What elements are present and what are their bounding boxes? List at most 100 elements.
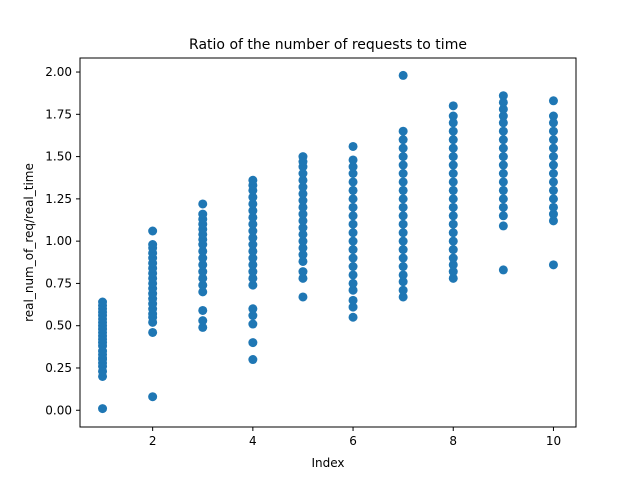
scatter-point (548, 202, 558, 212)
scatter-point (248, 226, 258, 236)
scatter-point (348, 312, 358, 322)
scatter-point (298, 169, 308, 178)
scatter-point (198, 246, 208, 256)
x-axis-label: Index (311, 456, 344, 470)
scatter-point (148, 327, 158, 337)
scatter-point (448, 126, 458, 136)
scatter-point (548, 143, 558, 153)
scatter-point (498, 118, 508, 128)
scatter-point (348, 177, 358, 187)
scatter-point (448, 211, 458, 221)
scatter-point (398, 292, 408, 302)
scatter-point (398, 177, 408, 187)
scatter-point (448, 118, 458, 128)
x-tick-label: 6 (349, 434, 357, 448)
y-tick-label: 1.50 (45, 150, 72, 164)
scatter-point (398, 228, 408, 238)
scatter-point (298, 273, 308, 283)
scatter-point (398, 262, 408, 272)
scatter-point (198, 305, 208, 315)
scatter-point (198, 209, 208, 219)
scatter-point (448, 135, 458, 145)
scatter-point (498, 152, 508, 162)
scatter-point (98, 297, 108, 307)
scatter-point (248, 233, 258, 243)
scatter-point (398, 194, 408, 204)
scatter-point (498, 177, 508, 187)
scatter-point (148, 240, 158, 250)
scatter-point (398, 135, 408, 145)
scatter-point (448, 111, 458, 121)
scatter-point (198, 253, 208, 263)
scatter-point (448, 152, 458, 162)
scatter-point (298, 152, 308, 162)
scatter-point (548, 177, 558, 187)
scatter-point (198, 287, 208, 297)
scatter-point (298, 189, 308, 199)
scatter-point (298, 209, 308, 219)
scatter-point (448, 169, 458, 178)
scatter-point (248, 192, 258, 202)
scatter-point (348, 278, 358, 288)
x-axis-ticks: 2 4 6 8 10 (149, 427, 561, 448)
scatter-point (498, 104, 508, 114)
scatter-point (448, 267, 458, 277)
scatter-point (348, 141, 358, 151)
scatter-point (248, 240, 258, 250)
scatter-point (298, 243, 308, 253)
scatter-point (398, 169, 408, 178)
scatter-point (198, 322, 208, 332)
scatter-point (448, 253, 458, 263)
scatter-point (298, 196, 308, 206)
y-axis-ticks: 0.00 0.25 0.50 0.75 1.00 1.25 1.50 1.75 2.00 (45, 65, 80, 417)
scatter-point (198, 273, 208, 283)
scatter-point (298, 236, 308, 246)
scatter-point (298, 202, 308, 212)
scatter-point (398, 160, 408, 170)
scatter-point (248, 206, 258, 216)
scatter-point (248, 319, 258, 329)
y-tick-label: 0.75 (45, 276, 72, 290)
scatter-point (398, 152, 408, 162)
x-tick-label: 8 (449, 434, 457, 448)
scatter-point (348, 219, 358, 229)
scatter-point (348, 245, 358, 255)
scatter-point (348, 228, 358, 238)
scatter-point (198, 260, 208, 270)
scatter-point (498, 221, 508, 231)
scatter-point (398, 277, 408, 287)
y-tick-label: 1.25 (45, 192, 72, 206)
scatter-point (198, 280, 208, 290)
scatter-point (548, 209, 558, 219)
scatter-point (298, 267, 308, 277)
y-tick-label: 2.00 (45, 65, 72, 79)
plot-area-frame (79, 57, 577, 428)
scatter-point (298, 216, 308, 226)
scatter-point (448, 194, 458, 204)
scatter-point (448, 202, 458, 212)
y-tick-label: 1.75 (45, 107, 72, 121)
scatter-point (498, 126, 508, 136)
scatter-point (248, 311, 258, 321)
scatter-point (348, 262, 358, 272)
scatter-point (398, 270, 408, 280)
scatter-point (398, 70, 408, 80)
scatter-point (498, 194, 508, 204)
scatter-point (498, 265, 508, 275)
scatter-point (348, 169, 358, 178)
scatter-point (248, 212, 258, 222)
scatter-point (548, 194, 558, 204)
y-tick-label: 0.50 (45, 319, 72, 333)
scatter-point (298, 292, 308, 302)
scatter-point (98, 404, 108, 414)
scatter-point (448, 260, 458, 270)
scatter-point (348, 295, 358, 305)
scatter-point (448, 273, 458, 283)
scatter-point (548, 169, 558, 178)
scatter-point (498, 160, 508, 170)
scatter-point (398, 245, 408, 255)
scatter-point (398, 236, 408, 246)
scatter-point (198, 199, 208, 209)
scatter-point (548, 216, 558, 226)
